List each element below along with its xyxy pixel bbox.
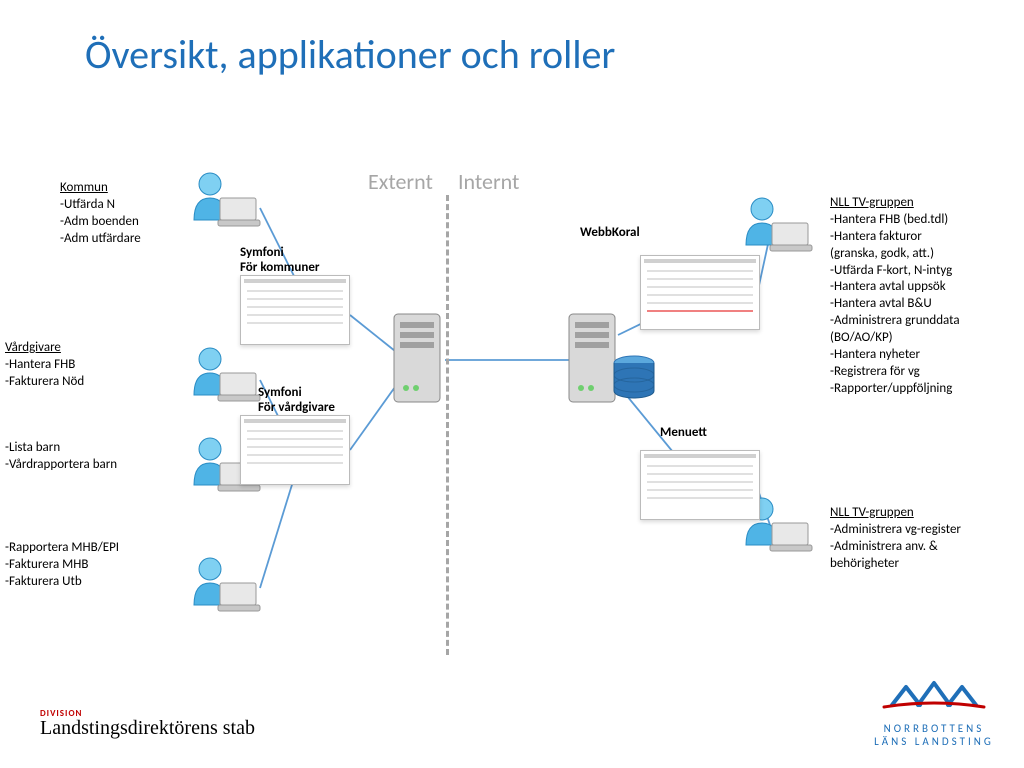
role-nll-2: NLL TV-gruppen -Administrera vg-register… — [830, 505, 961, 573]
user-vard3-icon — [188, 555, 266, 615]
app-menuett-label: Menuett — [660, 425, 707, 440]
role-vard-3: -Rapportera MHB/EPI -Fakturera MHB -Fakt… — [5, 540, 119, 591]
footer-org: Landstingsdirektörens stab — [40, 717, 255, 740]
app-symfoni-vard-label: Symfoni För vårdgivare — [258, 385, 335, 415]
role-kommun: Kommun -Utfärda N -Adm boenden -Adm utfä… — [60, 180, 141, 248]
org-logo: NORRBOTTENSLÄNS LANDSTING — [874, 677, 994, 748]
user-nll1-icon — [740, 195, 818, 255]
server-left-icon — [390, 310, 445, 410]
internt-label: Internt — [458, 168, 519, 195]
role-vardgivare: Vårdgivare -Hantera FHB -Fakturera Nöd — [5, 340, 84, 391]
screenshot-webbkoral — [640, 255, 760, 330]
page-title: Översikt, applikationer och roller — [85, 30, 615, 79]
screenshot-symfoni-vard — [240, 415, 350, 485]
screenshot-symfoni-kommuner — [240, 275, 350, 345]
user-vard1-icon — [188, 345, 266, 405]
app-symfoni-kommuner-label: Symfoni För kommuner — [240, 245, 320, 275]
divider-line — [446, 195, 449, 655]
role-nll-1: NLL TV-gruppen -Hantera FHB (bed.tdl) -H… — [830, 195, 960, 398]
footer: DIVISION Landstingsdirektörens stab — [40, 708, 255, 740]
user-kommun-icon — [188, 170, 266, 230]
externt-label: Externt — [368, 168, 433, 195]
screenshot-menuett — [640, 450, 760, 520]
app-webbkoral-label: WebbKoral — [580, 225, 640, 240]
role-vard-2: -Lista barn -Vårdrapportera barn — [5, 440, 117, 474]
database-icon — [610, 355, 658, 403]
